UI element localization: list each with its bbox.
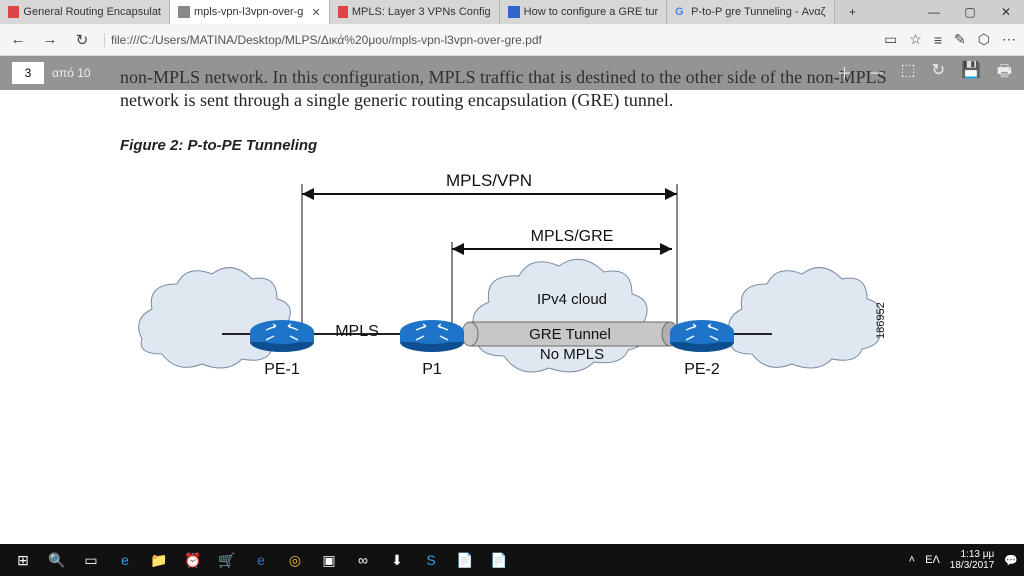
mpls-segment-label: MPLS <box>335 323 379 340</box>
router-p1-icon <box>400 320 464 352</box>
more-icon[interactable]: ⋯ <box>1002 31 1016 48</box>
favicon-icon <box>178 6 190 18</box>
back-button[interactable]: ← <box>8 31 28 48</box>
app-icon-4[interactable]: 📄 <box>482 544 516 576</box>
skype-icon[interactable]: S <box>414 544 448 576</box>
figure-id-label: 186952 <box>875 302 887 339</box>
forward-button[interactable]: → <box>40 31 60 48</box>
pdf-viewport: non-MPLS network. In this configuration,… <box>0 56 1024 544</box>
pdf-fit-icon[interactable]: ⬚ <box>900 60 915 87</box>
pdf-zoom-in-icon[interactable]: ＋ <box>836 60 852 87</box>
edge-icon[interactable]: e <box>108 544 142 576</box>
tab-label: General Routing Encapsulat <box>23 6 161 18</box>
tab-layer3-vpns[interactable]: MPLS: Layer 3 VPNs Config <box>330 0 500 24</box>
router-pe2-icon <box>670 320 734 352</box>
tab-label: How to configure a GRE tur <box>524 6 659 18</box>
address-bar: ← → ↻ file:///C:/Users/MATINA/Desktop/ML… <box>0 24 1024 56</box>
favicon-icon <box>338 6 348 18</box>
tray-time: 1:13 μμ <box>950 549 995 560</box>
tab-google-search[interactable]: G P-to-P gre Tunneling - Αναζ <box>667 0 834 24</box>
refresh-button[interactable]: ↻ <box>72 31 92 49</box>
window-maximize-button[interactable]: ▢ <box>952 0 988 24</box>
reading-view-icon[interactable]: ▭ <box>884 31 897 48</box>
window-minimize-button[interactable]: — <box>916 0 952 24</box>
pdf-rotate-icon[interactable]: ↻ <box>932 60 945 87</box>
router-pe2-label: PE-2 <box>684 361 720 378</box>
gre-tunnel-label: GRE Tunnel <box>529 326 611 343</box>
search-button[interactable]: 🔍 <box>40 544 74 576</box>
ie-icon[interactable]: e <box>244 544 278 576</box>
tab-how-to-gre[interactable]: How to configure a GRE tur <box>500 0 668 24</box>
share-icon[interactable]: ⬡ <box>978 31 990 48</box>
tabbar-spacer <box>871 0 917 24</box>
figure-title: Figure 2: P-to-PE Tunneling <box>120 137 904 154</box>
windows-taskbar: ⊞ 🔍 ▭ e 📁 ⏰ 🛒 e ◎ ▣ ∞ ⬇ S 📄 📄 ˄ ΕΛ 1:13 … <box>0 544 1024 576</box>
router-p1-label: P1 <box>422 361 442 378</box>
new-tab-button[interactable]: + <box>835 0 871 24</box>
alarms-icon[interactable]: ⏰ <box>176 544 210 576</box>
app-icon-3[interactable]: 📄 <box>448 544 482 576</box>
tray-date: 18/3/2017 <box>950 560 995 571</box>
tab-general-routing[interactable]: General Routing Encapsulat <box>0 0 170 24</box>
app-icon-1[interactable]: ∞ <box>346 544 380 576</box>
gre-tunnel-icon: GRE Tunnel <box>462 322 678 346</box>
pdf-toolbar: 3 από 10 ＋ － ⬚ ↻ 💾 🖶 <box>0 56 1024 90</box>
favorite-icon[interactable]: ☆ <box>909 31 922 48</box>
url-field[interactable]: file:///C:/Users/MATINA/Desktop/MLPS/Δικ… <box>104 33 872 47</box>
tray-clock[interactable]: 1:13 μμ 18/3/2017 <box>950 549 995 571</box>
pdf-zoom-out-icon[interactable]: － <box>868 60 884 87</box>
cmd-icon[interactable]: ▣ <box>312 544 346 576</box>
store-icon[interactable]: 🛒 <box>210 544 244 576</box>
tab-label: P-to-P gre Tunneling - Αναζ <box>691 6 825 18</box>
favicon-icon <box>8 6 19 18</box>
start-button[interactable]: ⊞ <box>6 544 40 576</box>
pdf-page-input[interactable]: 3 <box>12 62 44 84</box>
figure-diagram: MPLS/VPN MPLS/GRE IPv4 cloud No MPLS <box>132 164 892 404</box>
tab-label: mpls-vpn-l3vpn-over-g <box>194 6 303 18</box>
hub-icon[interactable]: ≡ <box>934 32 942 48</box>
cloud-text-bot: No MPLS <box>540 346 604 363</box>
window-close-button[interactable]: ✕ <box>988 0 1024 24</box>
browser-tab-bar: General Routing Encapsulat mpls-vpn-l3vp… <box>0 0 1024 24</box>
tab-label: MPLS: Layer 3 VPNs Config <box>352 6 491 18</box>
taskview-button[interactable]: ▭ <box>74 544 108 576</box>
system-tray: ˄ ΕΛ 1:13 μμ 18/3/2017 💬 <box>909 549 1018 571</box>
explorer-icon[interactable]: 📁 <box>142 544 176 576</box>
chrome-icon[interactable]: ◎ <box>278 544 312 576</box>
favicon-icon <box>508 6 520 18</box>
app-icon-2[interactable]: ⬇ <box>380 544 414 576</box>
pdf-save-icon[interactable]: 💾 <box>961 60 981 87</box>
pdf-print-icon[interactable]: 🖶 <box>997 60 1012 87</box>
router-pe1-icon <box>250 320 314 352</box>
google-icon: G <box>675 6 687 18</box>
close-tab-icon[interactable]: ✕ <box>311 6 320 19</box>
cloud-left-icon <box>139 267 291 367</box>
tray-lang[interactable]: ΕΛ <box>925 554 940 566</box>
tray-notifications-icon[interactable]: 💬 <box>1004 554 1018 567</box>
webnote-icon[interactable]: ✎ <box>954 31 966 48</box>
addrbar-right-icons: ▭ ☆ ≡ ✎ ⬡ ⋯ <box>884 31 1016 48</box>
router-pe1-label: PE-1 <box>264 361 300 378</box>
cloud-text-top: IPv4 cloud <box>537 291 607 308</box>
cloud-right-icon <box>729 267 881 367</box>
pdf-page-of: από 10 <box>52 66 91 80</box>
top-span-label: MPLS/VPN <box>446 171 532 190</box>
tab-mpls-pdf[interactable]: mpls-vpn-l3vpn-over-g ✕ <box>170 0 330 24</box>
mid-span-label: MPLS/GRE <box>531 228 614 245</box>
tray-up-icon[interactable]: ˄ <box>909 554 915 566</box>
